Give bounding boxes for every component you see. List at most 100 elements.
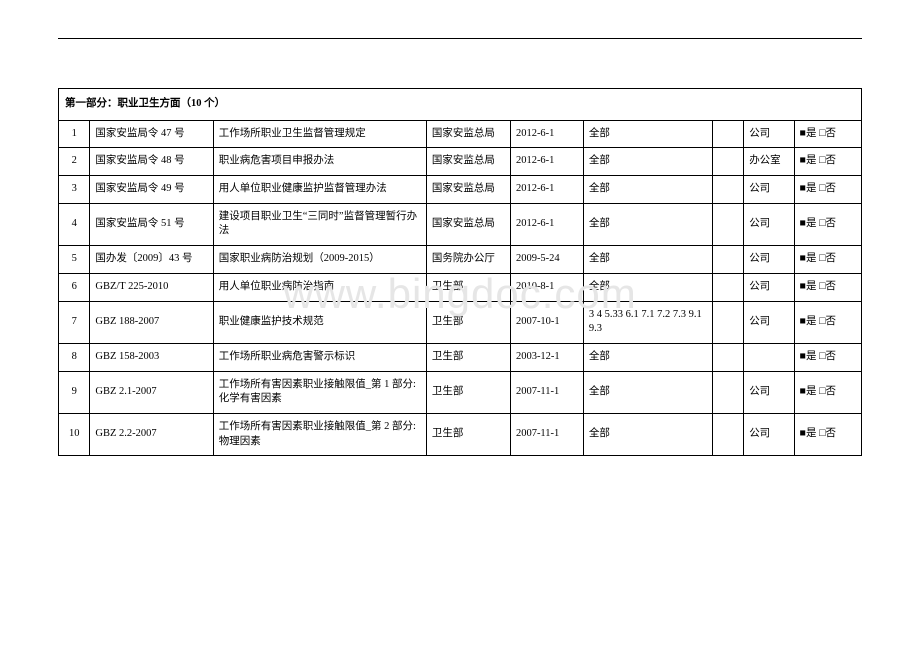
cell-scope: 全部 bbox=[583, 413, 712, 455]
table-row: 8 GBZ 158-2003 工作场所职业病危害警示标识 卫生部 2003-12… bbox=[59, 343, 862, 371]
table-row: 1 国家安监局令 47 号 工作场所职业卫生监督管理规定 国家安监总局 2012… bbox=[59, 120, 862, 148]
cell-dept: 公司 bbox=[744, 371, 794, 413]
cell-index: 6 bbox=[59, 273, 90, 301]
cell-code: 国办发〔2009〕43 号 bbox=[90, 246, 213, 274]
table-row: 3 国家安监局令 49 号 用人单位职业健康监护监督管理办法 国家安监总局 20… bbox=[59, 176, 862, 204]
cell-yesno: ■是 □否 bbox=[794, 301, 861, 343]
cell-blank bbox=[712, 343, 743, 371]
cell-org: 国家安监总局 bbox=[426, 203, 510, 245]
cell-blank bbox=[712, 301, 743, 343]
cell-title: 用人单位职业病防治指南 bbox=[213, 273, 426, 301]
cell-index: 7 bbox=[59, 301, 90, 343]
cell-code: GBZ/T 225-2010 bbox=[90, 273, 213, 301]
cell-index: 4 bbox=[59, 203, 90, 245]
cell-blank bbox=[712, 371, 743, 413]
cell-dept bbox=[744, 343, 794, 371]
cell-org: 国家安监总局 bbox=[426, 176, 510, 204]
table-row: 10 GBZ 2.2-2007 工作场所有害因素职业接触限值_第 2 部分:物理… bbox=[59, 413, 862, 455]
cell-dept: 公司 bbox=[744, 176, 794, 204]
cell-title: 工作场所职业卫生监督管理规定 bbox=[213, 120, 426, 148]
cell-code: 国家安监局令 49 号 bbox=[90, 176, 213, 204]
cell-blank bbox=[712, 413, 743, 455]
cell-org: 国家安监总局 bbox=[426, 120, 510, 148]
cell-scope: 全部 bbox=[583, 246, 712, 274]
cell-date: 2012-6-1 bbox=[510, 176, 583, 204]
cell-index: 2 bbox=[59, 148, 90, 176]
cell-index: 10 bbox=[59, 413, 90, 455]
cell-title: 职业病危害项目申报办法 bbox=[213, 148, 426, 176]
cell-title: 职业健康监护技术规范 bbox=[213, 301, 426, 343]
section-header-row: 第一部分：职业卫生方面（10 个） bbox=[59, 89, 862, 121]
cell-dept: 公司 bbox=[744, 120, 794, 148]
cell-date: 2009-5-24 bbox=[510, 246, 583, 274]
cell-yesno: ■是 □否 bbox=[794, 120, 861, 148]
cell-date: 2003-12-1 bbox=[510, 343, 583, 371]
cell-blank bbox=[712, 203, 743, 245]
cell-index: 5 bbox=[59, 246, 90, 274]
cell-org: 卫生部 bbox=[426, 371, 510, 413]
cell-date: 2012-6-1 bbox=[510, 120, 583, 148]
cell-scope: 全部 bbox=[583, 120, 712, 148]
cell-date: 2007-11-1 bbox=[510, 413, 583, 455]
cell-scope: 全部 bbox=[583, 203, 712, 245]
cell-date: 2007-10-1 bbox=[510, 301, 583, 343]
cell-org: 国家安监总局 bbox=[426, 148, 510, 176]
cell-code: GBZ 2.1-2007 bbox=[90, 371, 213, 413]
table-row: 7 GBZ 188-2007 职业健康监护技术规范 卫生部 2007-10-1 … bbox=[59, 301, 862, 343]
cell-date: 2012-6-1 bbox=[510, 203, 583, 245]
section-title-cell: 第一部分：职业卫生方面（10 个） bbox=[59, 89, 862, 121]
cell-date: 2012-6-1 bbox=[510, 148, 583, 176]
cell-yesno: ■是 □否 bbox=[794, 176, 861, 204]
table-row: 6 GBZ/T 225-2010 用人单位职业病防治指南 卫生部 2010-8-… bbox=[59, 273, 862, 301]
cell-date: 2007-11-1 bbox=[510, 371, 583, 413]
cell-title: 建设项目职业卫生“三同时”监督管理暂行办法 bbox=[213, 203, 426, 245]
cell-blank bbox=[712, 120, 743, 148]
cell-scope: 全部 bbox=[583, 371, 712, 413]
regulations-table: 第一部分：职业卫生方面（10 个） 1 国家安监局令 47 号 工作场所职业卫生… bbox=[58, 88, 862, 456]
cell-title: 工作场所职业病危害警示标识 bbox=[213, 343, 426, 371]
cell-title: 工作场所有害因素职业接触限值_第 2 部分:物理因素 bbox=[213, 413, 426, 455]
table-row: 4 国家安监局令 51 号 建设项目职业卫生“三同时”监督管理暂行办法 国家安监… bbox=[59, 203, 862, 245]
cell-yesno: ■是 □否 bbox=[794, 343, 861, 371]
cell-org: 卫生部 bbox=[426, 413, 510, 455]
cell-yesno: ■是 □否 bbox=[794, 371, 861, 413]
cell-dept: 办公室 bbox=[744, 148, 794, 176]
cell-dept: 公司 bbox=[744, 203, 794, 245]
cell-index: 8 bbox=[59, 343, 90, 371]
cell-title: 国家职业病防治规划（2009-2015） bbox=[213, 246, 426, 274]
cell-blank bbox=[712, 246, 743, 274]
cell-dept: 公司 bbox=[744, 246, 794, 274]
cell-blank bbox=[712, 148, 743, 176]
cell-yesno: ■是 □否 bbox=[794, 246, 861, 274]
cell-blank bbox=[712, 176, 743, 204]
cell-index: 1 bbox=[59, 120, 90, 148]
cell-dept: 公司 bbox=[744, 413, 794, 455]
cell-index: 3 bbox=[59, 176, 90, 204]
cell-dept: 公司 bbox=[744, 273, 794, 301]
cell-title: 用人单位职业健康监护监督管理办法 bbox=[213, 176, 426, 204]
cell-code: GBZ 2.2-2007 bbox=[90, 413, 213, 455]
cell-code: 国家安监局令 47 号 bbox=[90, 120, 213, 148]
cell-scope: 全部 bbox=[583, 148, 712, 176]
cell-scope: 3 4 5.33 6.1 7.1 7.2 7.3 9.1 9.3 bbox=[583, 301, 712, 343]
cell-scope: 全部 bbox=[583, 273, 712, 301]
cell-code: 国家安监局令 51 号 bbox=[90, 203, 213, 245]
cell-org: 卫生部 bbox=[426, 343, 510, 371]
cell-code: GBZ 158-2003 bbox=[90, 343, 213, 371]
cell-dept: 公司 bbox=[744, 301, 794, 343]
table-row: 5 国办发〔2009〕43 号 国家职业病防治规划（2009-2015） 国务院… bbox=[59, 246, 862, 274]
cell-yesno: ■是 □否 bbox=[794, 273, 861, 301]
cell-index: 9 bbox=[59, 371, 90, 413]
cell-yesno: ■是 □否 bbox=[794, 413, 861, 455]
cell-date: 2010-8-1 bbox=[510, 273, 583, 301]
regulations-table-container: 第一部分：职业卫生方面（10 个） 1 国家安监局令 47 号 工作场所职业卫生… bbox=[58, 88, 862, 456]
cell-yesno: ■是 □否 bbox=[794, 203, 861, 245]
cell-yesno: ■是 □否 bbox=[794, 148, 861, 176]
cell-org: 国务院办公厅 bbox=[426, 246, 510, 274]
page-top-rule bbox=[58, 38, 862, 39]
cell-org: 卫生部 bbox=[426, 301, 510, 343]
table-row: 9 GBZ 2.1-2007 工作场所有害因素职业接触限值_第 1 部分:化学有… bbox=[59, 371, 862, 413]
cell-scope: 全部 bbox=[583, 343, 712, 371]
cell-code: 国家安监局令 48 号 bbox=[90, 148, 213, 176]
cell-scope: 全部 bbox=[583, 176, 712, 204]
